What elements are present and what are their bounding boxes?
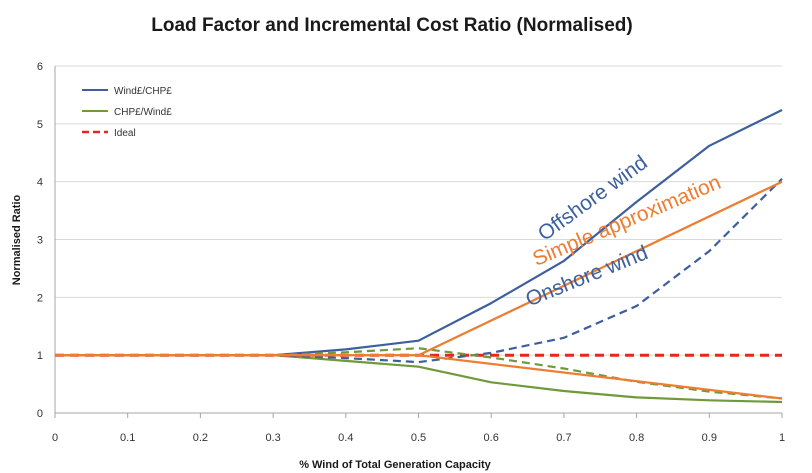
x-tick-label: 0.1 [120,432,135,444]
y-tick-label: 1 [37,350,43,362]
x-axis-label: % Wind of Total Generation Capacity [299,459,491,471]
x-tick-label: 0.5 [411,432,426,444]
series-line-6 [55,354,783,400]
series-line-1 [55,354,783,404]
y-tick-label: 0 [37,408,43,420]
chart-title: Load Factor and Incremental Cost Ratio (… [151,15,632,36]
legend-label: CHP£/Wind£ [114,107,172,118]
series-group [55,109,783,404]
x-tick-label: 1 [779,432,785,444]
x-tick-label: 0.6 [484,432,499,444]
y-tick-label: 3 [37,235,43,247]
x-tick-label: 0.9 [702,432,717,444]
gridlines [55,65,782,414]
legend: Wind£/CHP£ CHP£/Wind£ Ideal [82,86,172,139]
x-tick-label: 0 [52,432,58,444]
y-tick-label: 5 [37,119,43,131]
y-axis-label: Normalised Ratio [11,194,23,285]
x-tick-label: 0.7 [556,432,571,444]
x-tick-label: 0.4 [338,432,353,444]
x-tick-label: 0.2 [193,432,208,444]
y-tick-label: 6 [37,61,43,73]
legend-label: Wind£/CHP£ [114,86,172,97]
x-tick-label: 0.8 [629,432,644,444]
y-tick-label: 2 [37,292,43,304]
x-tick-label: 0.3 [265,432,280,444]
y-tick-label: 4 [37,177,43,189]
legend-label: Ideal [114,128,136,139]
